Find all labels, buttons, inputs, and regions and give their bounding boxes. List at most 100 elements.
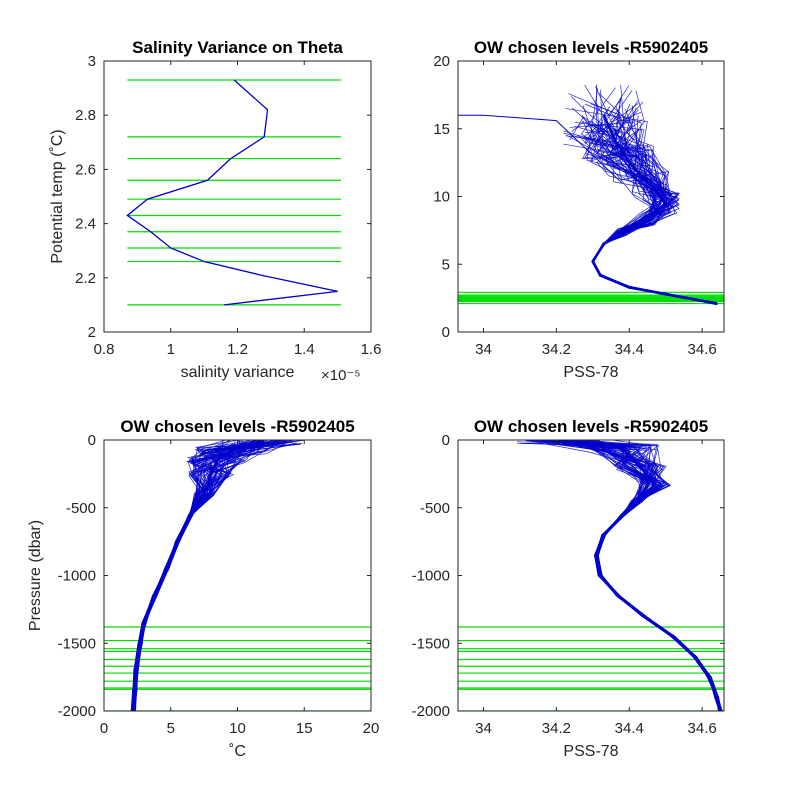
- axes-box: [457, 439, 725, 712]
- profile-line: [132, 443, 253, 711]
- profile-line: [558, 441, 720, 711]
- profile-line: [566, 440, 720, 711]
- profile-line: [526, 440, 722, 711]
- profile-line: [133, 440, 241, 711]
- profile-line: [567, 440, 721, 711]
- profile-line: [544, 440, 722, 711]
- profile-line: [133, 444, 255, 711]
- axes-box: [103, 60, 372, 333]
- x-tick-label: 34.4: [615, 341, 644, 358]
- y-tick-label: -500: [420, 500, 450, 517]
- profile-line: [546, 440, 723, 711]
- profile-core-line: [556, 440, 722, 711]
- x-axis-label: PSS-78: [563, 364, 618, 381]
- y-axis-label: Potential temp (˚C): [49, 129, 66, 263]
- axes-box: [457, 60, 725, 333]
- y-tick-label: 10: [433, 189, 450, 206]
- profile-line: [571, 440, 723, 711]
- subplot-3: 0 5 10 15 20 0 -500 -1000 -1500 -2000 OW chosen le…: [27, 417, 379, 760]
- x-tick-label: 20: [363, 720, 380, 737]
- profile-line: [557, 440, 719, 711]
- x-tick-label: 0: [100, 720, 108, 737]
- profile-line: [558, 440, 722, 711]
- profile-line: [130, 440, 274, 711]
- y-axis-label: Pressure (dbar): [27, 520, 44, 631]
- profile-line: [134, 440, 259, 711]
- profile-line: [131, 443, 256, 711]
- profile-line: [529, 440, 721, 711]
- profile-line: [133, 442, 257, 711]
- x-tick-label: 34.4: [615, 720, 644, 737]
- subplot-2: 34 34.2 34.4 34.6 0 5 10 15 20 OW chosen levels -…: [433, 38, 725, 381]
- y-tick-label: 2.6: [75, 161, 96, 178]
- profile-line: [544, 440, 720, 711]
- subplot-1: 0.8 1 1.2 1.4 1.6 2 2.2 2.4 2.6 2.8 3 Salinity Vari…: [49, 38, 381, 384]
- plot-area: [104, 440, 371, 711]
- profile-line: [527, 440, 721, 711]
- y-tick-label: 5: [442, 256, 450, 273]
- profile-line: [563, 440, 721, 711]
- profile-line: [550, 440, 720, 711]
- y-tick-label: -1000: [58, 568, 96, 585]
- y-tick-label: -1500: [58, 635, 96, 652]
- profile-line: [133, 440, 242, 711]
- profile-line: [562, 440, 720, 711]
- profile-line: [554, 443, 721, 711]
- y-tick-label: -1000: [412, 568, 450, 585]
- x-tick-label: 34: [475, 341, 492, 358]
- x-tick-label: 34.6: [688, 341, 717, 358]
- profile-line: [522, 440, 723, 711]
- y-tick-label: 0: [442, 432, 450, 449]
- x-tick-label: 1.2: [227, 341, 248, 358]
- y-tick-label: 2.2: [75, 270, 96, 287]
- x-tick-label: 5: [167, 720, 175, 737]
- x-tick-label: 15: [296, 720, 313, 737]
- x-tick-label: 1.4: [294, 341, 315, 358]
- profile-line: [133, 440, 247, 711]
- profile-line: [530, 440, 721, 711]
- profile-line: [132, 440, 246, 711]
- y-tick-label: 3: [88, 53, 96, 70]
- x-axis-label: salinity variance: [181, 364, 295, 381]
- profile-line: [134, 440, 289, 711]
- profile-line: [134, 443, 247, 711]
- plot-area: [458, 84, 724, 305]
- profile-line: [542, 441, 721, 711]
- profile-line: [553, 440, 723, 711]
- y-tick-label: -2000: [58, 703, 96, 720]
- subplot-4: 34 34.2 34.4 34.6 0 -500 -1000 -1500 -2000 OW cho…: [412, 417, 725, 760]
- x-tick-label: 1.6: [361, 341, 382, 358]
- x-tick-label: 34.2: [542, 720, 571, 737]
- x-axis-exponent: ×10⁻⁵: [321, 367, 361, 384]
- profile-line: [132, 440, 282, 711]
- profile-line: [539, 440, 720, 711]
- profile-line: [560, 440, 723, 711]
- profile-line: [520, 442, 719, 711]
- chart-title: Salinity Variance on Theta: [132, 38, 343, 57]
- x-axis-label: ˚C: [229, 743, 246, 760]
- y-tick-label: -1500: [412, 635, 450, 652]
- profile-line: [553, 440, 722, 711]
- profile-line: [548, 443, 723, 711]
- x-tick-label: 0.8: [94, 341, 115, 358]
- y-tick-label: 2.8: [75, 107, 96, 124]
- profile-core-line: [591, 114, 717, 305]
- profile-line: [591, 111, 717, 305]
- y-tick-label: 15: [433, 121, 450, 138]
- x-tick-label: 10: [229, 720, 246, 737]
- profile-line: [546, 440, 721, 711]
- y-tick-label: -500: [66, 500, 96, 517]
- y-tick-label: 20: [433, 53, 450, 70]
- profile-line: [552, 440, 719, 711]
- x-tick-label: 1: [167, 341, 175, 358]
- surface-outlier-line: [458, 114, 623, 184]
- y-tick-label: -2000: [412, 703, 450, 720]
- plot-area: [458, 440, 724, 711]
- salinity-variance-line: [126, 79, 338, 306]
- x-axis-label: PSS-78: [563, 743, 618, 760]
- profile-line: [528, 440, 723, 711]
- profile-line: [523, 443, 723, 711]
- axes-box: [103, 439, 372, 712]
- x-tick-label: 34.2: [542, 341, 571, 358]
